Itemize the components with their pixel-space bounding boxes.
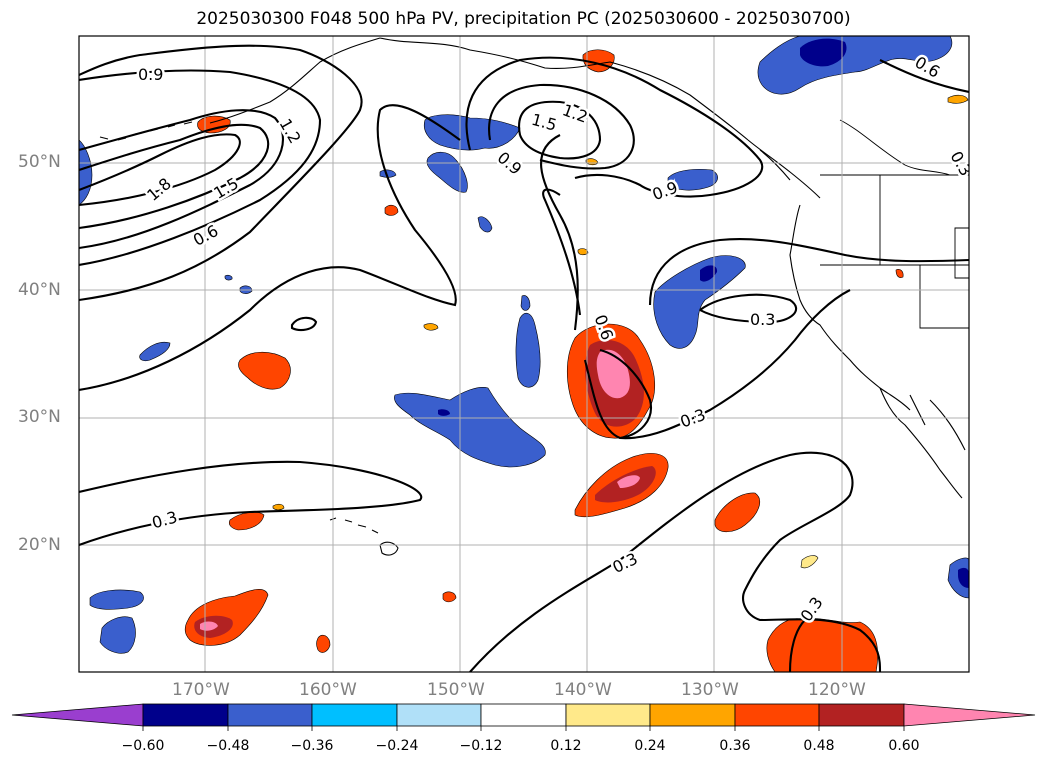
colorbar-tick-label: 0.24 <box>634 738 666 754</box>
lat-label-20n: 20°N <box>18 535 61 555</box>
lon-label-140w: 140°W <box>554 680 612 700</box>
colorbar-tick-label: −0.12 <box>459 738 503 754</box>
contour-label: 0.9 <box>138 65 163 84</box>
colorbar-swatch <box>480 703 567 727</box>
colorbar-swatch <box>311 703 398 727</box>
colorbar-swatch <box>649 703 736 727</box>
figure-title: 2025030300 F048 500 hPa PV, precipitatio… <box>196 9 851 29</box>
lon-label-160w: 160°W <box>299 680 357 700</box>
precip-cell-southeast <box>766 618 879 672</box>
colorbar-swatch <box>142 703 229 727</box>
colorbar-swatch <box>396 703 482 727</box>
colorbar-tick-label: −0.36 <box>290 738 334 754</box>
lat-label-30n: 30°N <box>18 407 61 427</box>
pv-contours <box>79 44 969 672</box>
colorbar-swatch <box>565 703 651 727</box>
colorbar-tick-label: −0.60 <box>121 738 165 754</box>
colorbar-tick-label: 0.36 <box>719 738 751 754</box>
precip-neg-cell-east <box>653 255 746 349</box>
lon-label-170w: 170°W <box>172 680 230 700</box>
colorbar-extend-low <box>11 703 144 727</box>
precip-negative-shading <box>79 36 969 654</box>
colorbar-tick-label: −0.48 <box>206 738 250 754</box>
contour-label: 0.3 <box>750 310 775 329</box>
lat-label-50n: 50°N <box>18 152 61 172</box>
precip-positive-shading <box>184 49 969 672</box>
colorbar-swatch <box>734 703 820 727</box>
colorbar <box>11 703 1036 731</box>
lat-label-40n: 40°N <box>18 280 61 300</box>
lon-label-130w: 130°W <box>681 680 739 700</box>
political-borders <box>820 119 969 329</box>
precip-neg-cell-central <box>394 387 546 468</box>
map-frame <box>78 35 970 673</box>
map-gridlines <box>79 36 969 672</box>
colorbar-tick-label: 0.48 <box>803 738 835 754</box>
colorbar-tick-label: 0.60 <box>888 738 920 754</box>
colorbar-swatch <box>227 703 313 727</box>
colorbar-tick-label: 0.12 <box>550 738 582 754</box>
colorbar-tick-label: −0.24 <box>375 738 419 754</box>
lon-label-150w: 150°W <box>427 680 485 700</box>
colorbar-swatch <box>818 703 905 727</box>
colorbar-extend-high <box>903 703 1036 727</box>
coastlines <box>99 37 966 556</box>
lon-label-120w: 120°W <box>808 680 866 700</box>
